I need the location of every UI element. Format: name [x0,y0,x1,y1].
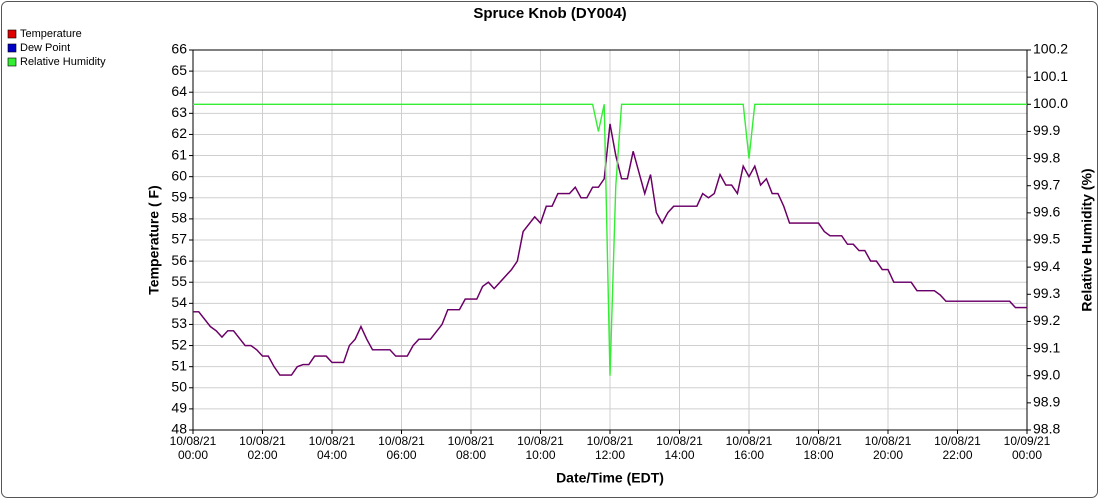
y2-tick-label: 100.0 [1033,95,1068,111]
y-tick-label: 66 [171,41,187,57]
y-tick-label: 56 [171,252,187,268]
y2-tick-label: 99.3 [1033,285,1060,301]
y2-tick-label: 98.8 [1033,421,1060,437]
legend-swatch [7,43,17,53]
x-tick-label: 10/08/21 14:00 [656,434,703,462]
y2-tick-label: 99.2 [1033,312,1060,328]
y-tick-label: 54 [171,294,187,310]
y-tick-label: 48 [171,421,187,437]
x-tick-label: 10/08/21 16:00 [725,434,773,462]
x-tick-label: 10/08/21 04:00 [308,434,356,462]
legend-label: Relative Humidity [20,56,106,68]
legend-swatch [7,29,17,39]
y2-tick-label: 99.8 [1033,149,1060,165]
plot-area [192,49,1028,431]
y-tick-label: 59 [171,188,187,204]
x-axis-label: Date/Time (EDT) [556,470,664,486]
y-tick-label: 51 [171,357,187,373]
y2-tick-label: 99.9 [1033,122,1060,138]
series-line [193,103,1027,376]
y-tick-label: 50 [171,378,187,394]
y-tick-label: 64 [171,83,187,99]
y2-tick-label: 100.2 [1033,41,1068,57]
legend-swatch [7,57,17,67]
y-tick-label: 62 [171,125,187,141]
x-tick-label: 10/08/21 10:00 [517,434,564,462]
y2-tick-label: 98.9 [1033,394,1060,410]
y-tick-label: 63 [171,104,187,120]
y-tick-label: 65 [171,62,187,78]
x-tick-label: 10/08/21 22:00 [934,434,981,462]
x-tick-label: 10/08/21 00:00 [169,434,217,462]
x-tick-label: 10/08/21 18:00 [795,434,842,462]
y-tick-label: 53 [171,315,187,331]
x-tick-label: 10/08/21 06:00 [378,434,425,462]
y-axis-label: Temperature ( F) [146,185,162,294]
series-line [193,123,1027,376]
y-tick-label: 58 [171,210,187,226]
x-tick-label: 10/08/21 20:00 [864,434,912,462]
legend-label: Dew Point [20,42,70,54]
y-tick-label: 57 [171,231,187,247]
y2-axis-label: Relative Humidity (%) [1079,168,1095,311]
x-tick-label: 10/09/21 00:00 [1003,434,1051,462]
y2-tick-label: 99.5 [1033,231,1060,247]
y2-tick-label: 99.7 [1033,176,1060,192]
legend-label: Temperature [20,28,82,40]
y-tick-label: 60 [171,167,187,183]
y2-tick-label: 99.0 [1033,366,1060,382]
x-tick-label: 10/08/21 12:00 [586,434,634,462]
chart-title: Spruce Knob (DY004) [473,5,626,22]
y2-tick-label: 100.1 [1033,68,1068,84]
y2-tick-label: 99.1 [1033,339,1060,355]
x-tick-label: 10/08/21 02:00 [239,434,286,462]
y-tick-label: 61 [171,146,187,162]
y2-tick-label: 99.4 [1033,258,1060,274]
y-tick-label: 52 [171,336,187,352]
y2-tick-label: 99.6 [1033,204,1060,220]
y-tick-label: 49 [171,400,187,416]
x-tick-label: 10/08/21 08:00 [447,434,495,462]
y-tick-label: 55 [171,273,187,289]
